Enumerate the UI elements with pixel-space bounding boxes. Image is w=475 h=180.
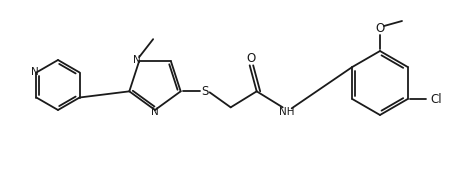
Text: O: O: [375, 21, 385, 35]
Text: O: O: [246, 52, 255, 65]
Text: S: S: [201, 85, 209, 98]
Text: N: N: [151, 107, 159, 117]
Text: N: N: [31, 66, 39, 76]
Text: Cl: Cl: [430, 93, 442, 105]
Text: N: N: [133, 55, 141, 65]
Text: NH: NH: [279, 107, 294, 117]
